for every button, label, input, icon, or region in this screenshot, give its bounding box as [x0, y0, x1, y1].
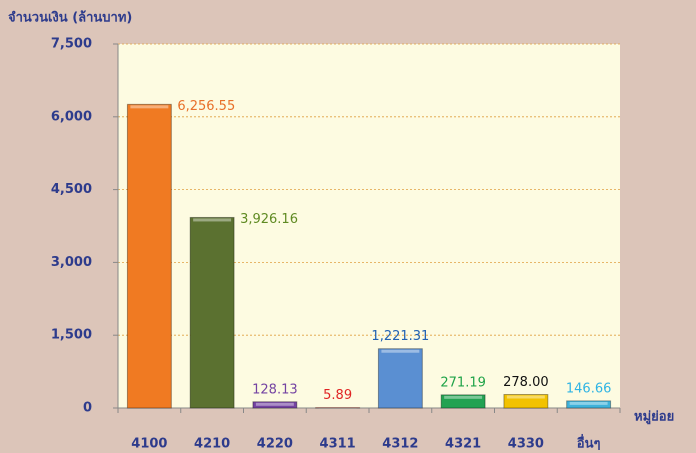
- value-label: 146.66: [566, 381, 612, 396]
- bar: [252, 401, 298, 409]
- value-label: 1,221.31: [371, 329, 429, 344]
- y-tick-label: 4,500: [51, 182, 92, 197]
- y-tick-label: 3,000: [51, 255, 92, 270]
- bar-highlight: [193, 218, 232, 222]
- bar: [126, 103, 172, 409]
- bar-highlight: [130, 105, 169, 109]
- x-tick-label: 4100: [131, 437, 167, 452]
- y-tick-label: 7,500: [51, 37, 92, 52]
- x-tick-label: 4330: [508, 437, 544, 452]
- bar-highlight: [444, 395, 483, 399]
- y-tick-label: 1,500: [51, 328, 92, 343]
- bar-highlight: [255, 402, 294, 406]
- bar: [503, 394, 549, 409]
- y-axis-label: จำนวนเงิน (ล้านบาท): [8, 10, 132, 26]
- x-tick-label: 4210: [194, 437, 230, 452]
- x-tick-label: 4220: [257, 437, 293, 452]
- value-label: 278.00: [503, 375, 549, 390]
- value-label: 5.89: [323, 388, 352, 403]
- y-tick-label: 0: [83, 401, 92, 416]
- y-tick-label: 6,000: [51, 109, 92, 124]
- bar-highlight: [506, 395, 545, 399]
- value-label: 6,256.55: [177, 99, 235, 114]
- x-axis-label: หมู่ย่อย: [634, 410, 674, 425]
- x-tick-label: 4312: [382, 437, 418, 452]
- x-tick-label: 4321: [445, 437, 481, 452]
- bar: [440, 394, 486, 409]
- bar: [377, 348, 423, 409]
- value-label: 3,926.16: [240, 212, 298, 227]
- bar: [189, 216, 235, 409]
- value-label: 128.13: [252, 382, 298, 397]
- value-label: 271.19: [440, 375, 486, 390]
- bar-highlight: [381, 349, 420, 353]
- x-tick-label: 4311: [320, 437, 356, 452]
- x-tick-label: อื่นๆ: [577, 434, 601, 452]
- bar: [566, 400, 612, 409]
- bar-highlight: [569, 401, 608, 405]
